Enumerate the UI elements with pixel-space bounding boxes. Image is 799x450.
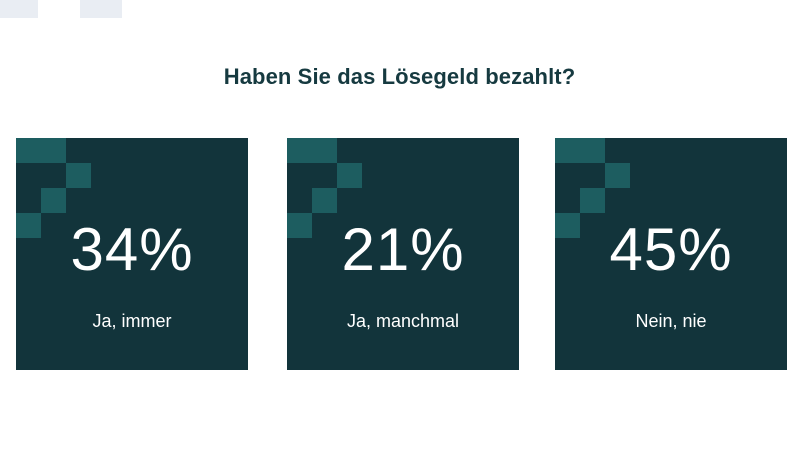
pixel-pattern-decoration <box>16 138 116 238</box>
pixel-pattern-decoration <box>555 138 655 238</box>
corner-decoration-left <box>0 0 38 18</box>
corner-decoration-right <box>80 0 122 18</box>
stat-card-ja-manchmal: 21% Ja, manchmal <box>287 138 519 370</box>
stat-card-ja-immer: 34% Ja, immer <box>16 138 248 370</box>
stat-label: Nein, nie <box>635 311 707 331</box>
chart-title: Haben Sie das Lösegeld bezahlt? <box>223 64 576 89</box>
pixel-pattern-decoration <box>287 138 387 238</box>
stat-card-nein-nie: 45% Nein, nie <box>555 138 787 370</box>
stat-value: 45% <box>609 216 733 283</box>
stat-value: 34% <box>70 216 194 283</box>
stat-label: Ja, immer <box>92 311 172 331</box>
stat-cards: 34% Ja, immer 21% Ja, manchmal 45% Nein,… <box>0 138 799 370</box>
stat-label: Ja, manchmal <box>346 311 460 331</box>
stat-value: 21% <box>341 216 465 283</box>
